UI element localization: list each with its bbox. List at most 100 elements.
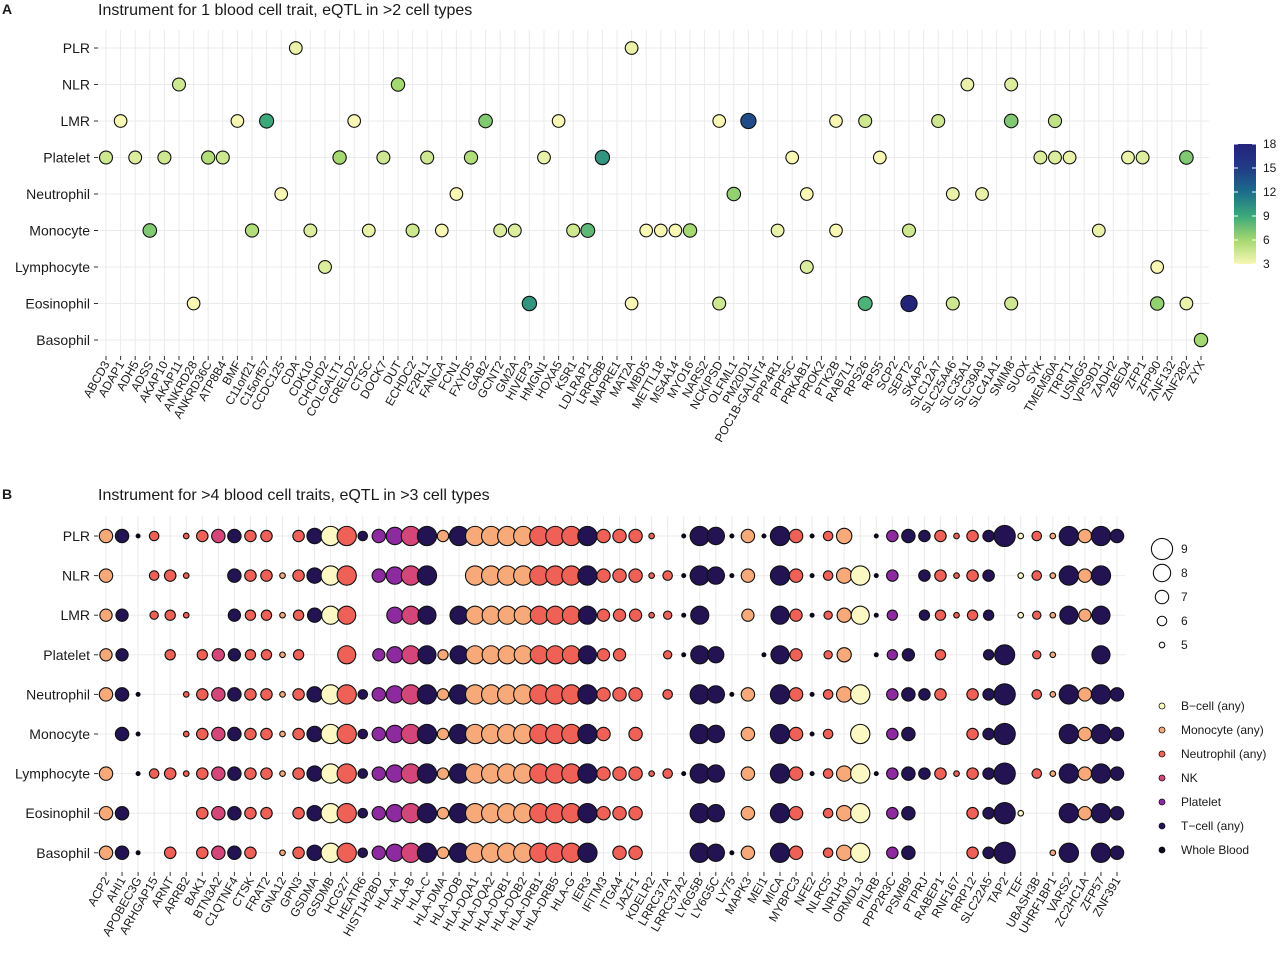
panel-b-point <box>886 767 899 780</box>
panel-b-point <box>227 726 242 742</box>
panel-b-point <box>279 691 286 698</box>
panel-b-row-label: Lymphocyte <box>15 766 90 782</box>
panel-b-point <box>513 605 533 625</box>
panel-b-point <box>260 649 273 661</box>
panel-b-point <box>740 687 756 702</box>
panel-a-point <box>900 294 918 313</box>
panel-b-point <box>114 805 130 821</box>
panel-a-point <box>668 223 683 238</box>
panel-b-point <box>196 806 209 820</box>
panel-a-point <box>244 223 260 238</box>
panel-a-row-label: Lymphocyte <box>15 259 90 275</box>
panel-b-point <box>279 770 286 777</box>
panel-b-point <box>577 842 598 863</box>
panel-b-point <box>628 726 643 742</box>
panel-b-point <box>357 530 369 542</box>
panel-b-point <box>596 726 611 742</box>
panel-b-point <box>148 570 160 581</box>
panel-b-point <box>99 648 113 662</box>
panel-a-point <box>945 296 960 311</box>
panel-b-point <box>577 605 598 625</box>
panel-b-point <box>886 569 899 582</box>
size-legend-label: 7 <box>1181 590 1188 604</box>
colorbar-label: 9 <box>1263 209 1270 223</box>
panel-b-point <box>953 532 960 540</box>
panel-b-point <box>993 683 1016 706</box>
panel-b-point <box>465 605 485 625</box>
panel-b-point <box>321 605 341 625</box>
panel-b-point <box>292 727 305 741</box>
panel-b-point <box>115 648 129 662</box>
panel-b-point <box>1049 532 1057 540</box>
panel-a-point <box>682 223 698 238</box>
panel-b-point <box>809 771 815 777</box>
panel-a-point <box>799 187 814 201</box>
panel-b-point <box>436 767 450 780</box>
panel-a-point <box>551 114 566 128</box>
panel-b-point <box>886 529 899 543</box>
panel-b-title: Instrument for >4 blood cell traits, eQT… <box>98 487 490 504</box>
panel-a-point <box>1033 150 1048 165</box>
panel-b-point <box>481 605 501 625</box>
panel-b-point <box>835 686 853 703</box>
panel-a-point <box>1048 150 1062 165</box>
panel-b-point <box>211 687 226 702</box>
colorbar-label: 18 <box>1263 137 1277 151</box>
panel-b-point <box>1077 568 1093 583</box>
panel-b-point <box>182 770 190 777</box>
panel-b-point <box>306 844 323 862</box>
panel-b-point <box>918 529 931 543</box>
panel-a-point <box>113 114 128 128</box>
panel-b-point <box>662 689 673 700</box>
panel-b-point <box>769 684 791 705</box>
panel-b-point <box>98 528 114 544</box>
panel-b-point <box>561 645 581 665</box>
panel-b-point <box>628 528 643 544</box>
panel-a-point <box>639 223 654 238</box>
panel-b-point <box>1090 684 1112 705</box>
panel-b-point <box>822 768 834 779</box>
panel-b-point <box>873 652 879 658</box>
panel-b-point <box>982 649 995 661</box>
panel-a-point <box>303 223 318 238</box>
panel-b-point <box>966 569 979 582</box>
size-legend-key <box>1150 537 1174 561</box>
panel-b-point <box>706 803 726 823</box>
panel-b-point <box>1017 572 1025 579</box>
panel-b-point <box>513 645 533 665</box>
panel-b-point <box>596 805 611 821</box>
panel-b-point <box>823 650 833 660</box>
panel-b-point <box>292 569 305 582</box>
panel-b-point <box>706 724 726 744</box>
panel-b-point <box>336 763 357 784</box>
panel-b-point <box>244 806 257 820</box>
panel-b-point <box>953 611 960 619</box>
panel-b-point <box>98 845 114 861</box>
panel-b-point <box>918 688 931 701</box>
panel-b-point <box>706 566 726 585</box>
panel-b-point <box>211 766 226 781</box>
panel-b-point <box>436 529 450 543</box>
panel-b-point <box>1017 809 1025 817</box>
panel-a-label: A <box>2 1 12 17</box>
panel-b-point <box>1109 805 1125 821</box>
color-legend-key <box>1158 822 1166 830</box>
panel-b-point <box>211 845 226 861</box>
panel-b-point <box>934 767 947 780</box>
panel-b-point <box>163 569 177 582</box>
panel-b-point <box>740 805 756 821</box>
panel-b-point <box>182 611 190 619</box>
size-legend-label: 9 <box>1181 542 1188 556</box>
size-legend-key <box>1158 641 1166 649</box>
panel-b-point <box>835 527 853 545</box>
panel-b-point <box>681 533 687 539</box>
panel-b-point <box>577 803 598 824</box>
panel-b-point <box>1109 726 1125 742</box>
color-legend-label: Whole Blood <box>1181 843 1249 857</box>
panel-b-point <box>770 645 790 665</box>
panel-b-point <box>371 766 387 781</box>
panel-a-point <box>1149 296 1165 311</box>
panel-a-point <box>1179 150 1194 165</box>
panel-a-point <box>157 150 172 165</box>
panel-a-plot: PLR NLR LMR Platelet Neutrophil Monocyte Lymph… <box>15 30 1209 445</box>
